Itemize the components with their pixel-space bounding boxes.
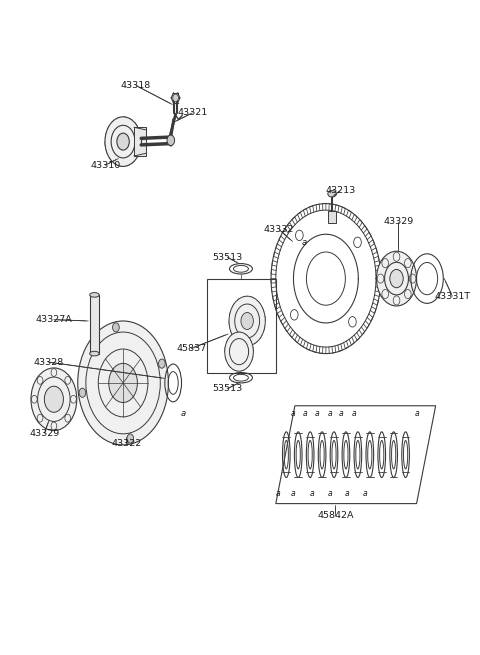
Circle shape: [78, 321, 168, 445]
Text: 43321: 43321: [177, 109, 207, 117]
Text: a: a: [327, 489, 332, 498]
Circle shape: [117, 133, 129, 150]
Text: a: a: [351, 409, 356, 418]
Text: 43310: 43310: [90, 160, 120, 170]
Circle shape: [241, 312, 253, 329]
Ellipse shape: [90, 351, 99, 356]
Text: 45837: 45837: [176, 344, 206, 353]
Text: 43213: 43213: [325, 186, 355, 195]
Circle shape: [229, 296, 265, 346]
Circle shape: [376, 251, 417, 306]
Text: 43318: 43318: [121, 81, 151, 90]
Circle shape: [173, 94, 179, 102]
Circle shape: [167, 135, 175, 145]
Circle shape: [127, 434, 133, 443]
Text: a: a: [315, 409, 320, 418]
Text: 45842A: 45842A: [317, 511, 354, 520]
Text: a: a: [309, 489, 314, 498]
Text: 43329: 43329: [29, 428, 60, 438]
Text: a: a: [345, 489, 350, 498]
Text: a: a: [414, 409, 419, 418]
Text: 43332: 43332: [264, 225, 294, 234]
Ellipse shape: [328, 191, 336, 197]
Text: a: a: [181, 409, 186, 418]
Text: 53513: 53513: [212, 253, 242, 261]
Text: 43329: 43329: [384, 217, 414, 227]
Text: a: a: [276, 489, 280, 498]
Text: a: a: [339, 409, 344, 418]
Ellipse shape: [90, 293, 99, 297]
Text: a: a: [291, 489, 296, 498]
Circle shape: [225, 332, 253, 371]
Circle shape: [390, 269, 403, 288]
Bar: [134, 127, 146, 156]
Text: a: a: [301, 238, 307, 247]
Circle shape: [113, 323, 119, 332]
Text: 43328: 43328: [33, 358, 63, 367]
Text: 53513: 53513: [212, 384, 242, 393]
Text: 43331T: 43331T: [434, 291, 470, 301]
Text: 43327A: 43327A: [36, 315, 72, 324]
Bar: [206, 278, 276, 373]
Circle shape: [105, 117, 141, 166]
Circle shape: [44, 386, 63, 412]
Text: a: a: [291, 409, 296, 418]
Circle shape: [158, 359, 165, 368]
Circle shape: [31, 368, 77, 430]
Text: 43322: 43322: [111, 439, 142, 448]
Text: a: a: [303, 409, 308, 418]
Circle shape: [79, 388, 86, 398]
Text: a: a: [363, 489, 367, 498]
Circle shape: [109, 364, 137, 403]
Text: a: a: [327, 409, 332, 418]
Bar: [90, 295, 99, 354]
Bar: [328, 212, 336, 223]
